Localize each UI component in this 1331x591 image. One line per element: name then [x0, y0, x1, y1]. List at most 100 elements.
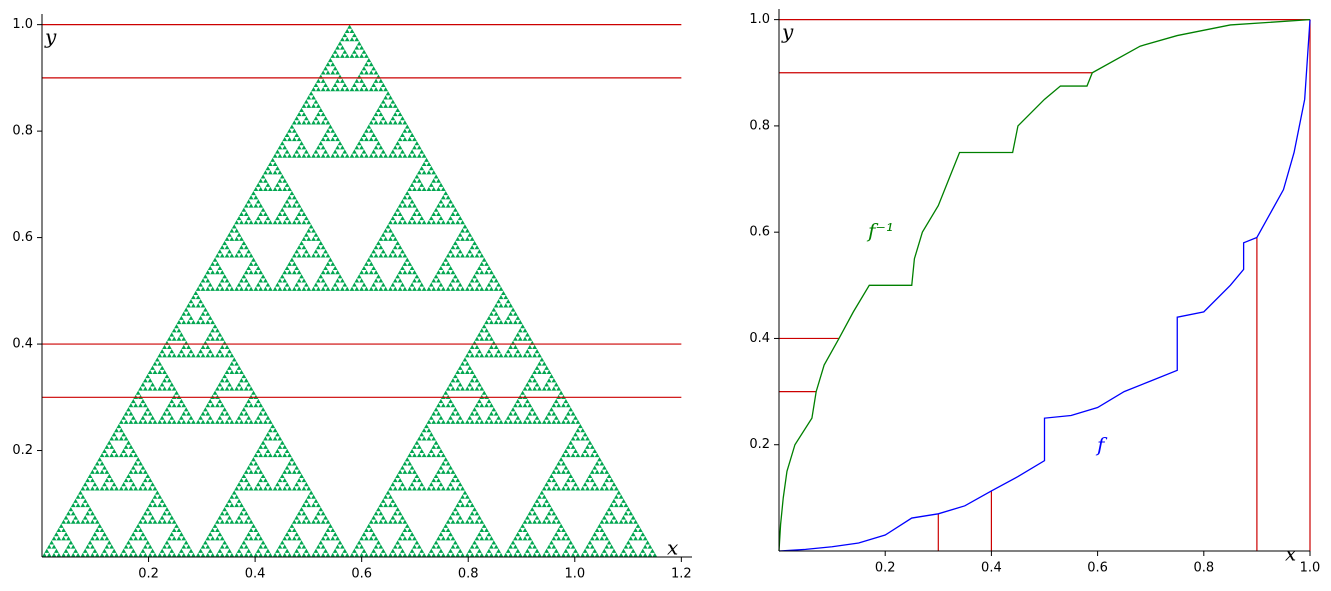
gasket-hole: [400, 253, 405, 258]
gasket-hole: [255, 270, 261, 275]
gasket-hole: [371, 286, 377, 291]
gasket-hole: [284, 220, 290, 225]
gasket-hole: [457, 253, 463, 258]
gasket-hole: [342, 37, 348, 42]
gasket-hole: [200, 548, 211, 557]
gasket-hole: [371, 70, 377, 75]
gasket-hole: [604, 548, 614, 557]
gasket-hole: [352, 153, 357, 158]
gasket-hole: [308, 95, 314, 100]
gasket-hole: [87, 544, 93, 549]
gasket-hole: [104, 448, 115, 458]
gasket-hole: [140, 552, 146, 557]
gasket-hole: [243, 540, 264, 557]
gasket-hole: [573, 552, 578, 557]
gasket-hole: [294, 203, 300, 208]
gasket-hole: [585, 482, 595, 491]
gasket-hole: [563, 536, 569, 541]
gasket-hole: [239, 249, 249, 258]
gasket-hole: [198, 303, 204, 308]
gasket-hole: [265, 170, 271, 175]
gasket-hole: [594, 532, 605, 541]
gasket-hole: [438, 453, 444, 458]
gasket-hole: [239, 415, 249, 424]
gasket-hole: [56, 532, 67, 541]
y-tick-label: 0.2: [12, 443, 33, 458]
gasket-hole: [212, 527, 218, 533]
gasket-hole: [284, 136, 290, 142]
gasket-hole: [419, 552, 425, 557]
gasket-hole: [294, 536, 300, 541]
gasket-hole: [472, 344, 477, 350]
y-tick-label: 0.4: [12, 337, 33, 352]
gasket-hole: [92, 552, 98, 557]
gasket-hole: [486, 319, 492, 325]
x-tick-label: 1.2: [671, 567, 692, 582]
gasket-hole: [594, 465, 605, 474]
gasket-hole: [414, 477, 420, 483]
gasket-hole: [207, 336, 213, 341]
gasket-hole: [87, 511, 93, 516]
gasket-hole: [469, 249, 480, 258]
gasket-hole: [275, 552, 280, 557]
gasket-hole: [380, 236, 386, 241]
gasket-hole: [385, 228, 391, 233]
gasket-hole: [246, 486, 252, 491]
gasket-hole: [380, 552, 386, 557]
gasket-hole: [306, 232, 316, 241]
gasket-hole: [392, 482, 403, 491]
gasket-hole: [515, 419, 521, 424]
gasket-hole: [505, 353, 511, 358]
gasket-hole: [457, 220, 463, 225]
gasket-hole: [517, 398, 528, 408]
gasket-hole: [467, 552, 473, 557]
gasket-hole: [150, 502, 155, 508]
gasket-hole: [364, 132, 374, 142]
gasket-hole: [582, 436, 588, 441]
gasket-hole: [342, 286, 348, 291]
gasket-hole: [611, 486, 617, 491]
gasket-hole: [212, 328, 218, 333]
gasket-hole: [431, 482, 441, 491]
gasket-hole: [409, 286, 415, 291]
gasket-hole: [222, 544, 228, 549]
gasket-hole: [561, 457, 600, 491]
gasket-hole: [337, 45, 343, 50]
gasket-hole: [633, 532, 643, 541]
gasket-hole: [481, 527, 487, 533]
gasket-hole: [438, 403, 444, 408]
gasket-hole: [592, 453, 598, 458]
gasket-hole: [49, 544, 55, 549]
gasket-hole: [265, 286, 271, 291]
gasket-hole: [527, 548, 538, 557]
gasket-hole: [320, 74, 340, 92]
gasket-hole: [522, 390, 562, 424]
gasket-hole: [130, 469, 136, 474]
gasket-hole: [265, 436, 271, 441]
gasket-hole: [366, 62, 372, 67]
gasket-hole: [474, 340, 494, 358]
gasket-hole: [236, 552, 242, 557]
gasket-hole: [104, 548, 115, 557]
gasket-hole: [373, 548, 384, 557]
gasket-hole: [549, 511, 554, 516]
gasket-hole: [251, 461, 256, 466]
gasket-hole: [371, 519, 377, 524]
gasket-hole: [222, 344, 228, 350]
gasket-hole: [313, 153, 319, 158]
gasket-hole: [428, 552, 434, 557]
gasket-hole: [395, 245, 401, 250]
gasket-hole: [162, 515, 172, 524]
gasket-hole: [140, 469, 146, 474]
gasket-hole: [227, 353, 232, 358]
gasket-hole: [508, 315, 518, 325]
gasket-hole: [258, 448, 268, 458]
gasket-hole: [428, 220, 434, 225]
gasket-hole: [203, 311, 208, 316]
gasket-hole: [265, 220, 271, 225]
gasket-hole: [323, 120, 328, 125]
gasket-hole: [294, 120, 300, 125]
gasket-hole: [169, 353, 175, 358]
gasket-hole: [150, 386, 155, 391]
gasket-hole: [419, 453, 425, 458]
